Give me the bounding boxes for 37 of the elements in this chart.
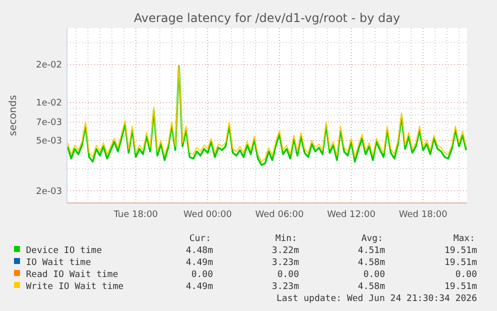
text: 3.23m [272,258,299,268]
chart-title: Average latency for /dev/d1-vg/root - by day [134,11,400,25]
text: 0.00 [277,270,299,280]
text: 0.00 [191,270,213,280]
text: 0.00 [455,270,477,280]
text: 4.49m [186,282,213,292]
x-tick-label: Wed 18:00 [398,210,448,220]
text: 19.51m [444,258,477,268]
text: 3.23m [272,282,299,292]
legend-label: Device IO time [26,246,102,256]
x-tick-label: Tue 18:00 [112,210,158,220]
text: 4.48m [186,246,213,256]
text: 4.58m [358,282,385,292]
y-tick-label: 2e-03 [36,186,62,197]
text: 3.22m [272,246,299,256]
y-tick-label: 7e-03 [36,118,62,128]
text: Last update: Wed Jun 24 21:30:34 2026 [276,294,477,304]
text: 19.51m [444,246,477,256]
y-tick-label: 1e-02 [36,98,62,109]
x-tick-label: Wed 06:00 [255,210,304,220]
legend-label: IO Wait time [26,258,92,268]
text: 19.51m [444,282,477,292]
y-axis-title: seconds [8,95,19,136]
text: 0.00 [363,270,385,280]
text: 4.51m [358,246,385,256]
x-tick-label: Wed 12:00 [327,210,376,220]
text: Cur: [189,234,211,244]
legend-label: Read IO Wait time [26,270,118,280]
y-tick-label: 2e-02 [36,60,62,71]
text: Max: [453,234,475,244]
text: 4.49m [186,258,213,268]
text: 4.58m [358,258,385,268]
x-tick-label: Wed 00:00 [183,210,232,220]
text: Min: [275,234,297,244]
text: Avg: [361,234,383,244]
legend-label: Write IO Wait time [26,282,124,292]
y-tick-label: 5e-03 [36,136,62,147]
